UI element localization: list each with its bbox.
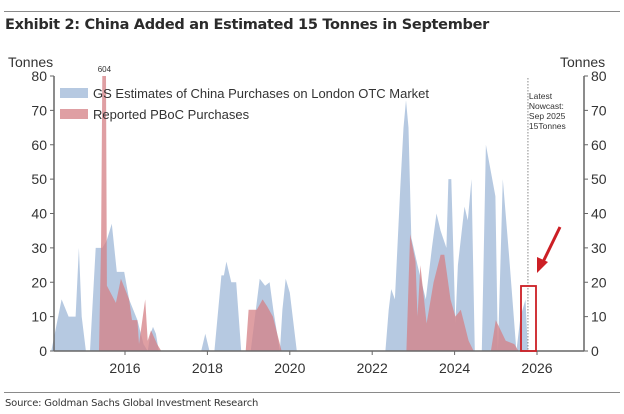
right-tick-label: 50 [591, 171, 607, 187]
x-tick-label: 2022 [357, 360, 388, 376]
nowcast-label: Nowcast: [529, 101, 564, 111]
right-axis-label: Tonnes [560, 54, 605, 70]
left-tick-label: 60 [31, 137, 47, 153]
arrow-head-icon [537, 257, 548, 273]
bottom-rule [4, 392, 620, 393]
x-tick-label: 2024 [439, 360, 470, 376]
spike-value-label: 604 [98, 65, 112, 74]
top-rule [4, 11, 620, 12]
right-tick-label: 20 [591, 274, 607, 290]
left-axis-label: Tonnes [8, 54, 53, 70]
left-tick-label: 0 [39, 343, 47, 359]
x-tick-label: 2020 [274, 360, 305, 376]
right-tick-label: 60 [591, 137, 607, 153]
nowcast-label: Latest [529, 91, 553, 101]
x-tick-label: 2018 [192, 360, 223, 376]
right-tick-label: 10 [591, 309, 607, 325]
left-tick-label: 80 [31, 68, 47, 84]
legend-label-pboc: Reported PBoC Purchases [93, 107, 250, 122]
legend-label-gs: GS Estimates of China Purchases on Londo… [93, 86, 429, 101]
x-tick-label: 2026 [521, 360, 552, 376]
arrow-shaft [541, 226, 562, 263]
left-tick-label: 30 [31, 240, 47, 256]
left-tick-label: 10 [31, 309, 47, 325]
left-tick-label: 20 [31, 274, 47, 290]
series-pboc-area [99, 76, 519, 351]
legend-swatch-gs [60, 88, 88, 98]
right-tick-label: 70 [591, 102, 607, 118]
x-tick-label: 2016 [109, 360, 140, 376]
left-tick-label: 40 [31, 206, 47, 222]
source-note: Source: Goldman Sachs Global Investment … [5, 398, 259, 409]
nowcast-label: 15Tonnes [529, 121, 566, 131]
highlight-box [520, 285, 537, 352]
left-tick-label: 50 [31, 171, 47, 187]
nowcast-label: Sep 2025 [529, 111, 566, 121]
right-tick-label: 40 [591, 206, 607, 222]
legend-swatch-pboc [60, 109, 88, 119]
right-tick-label: 30 [591, 240, 607, 256]
chart-title: Exhibit 2: China Added an Estimated 15 T… [5, 17, 489, 33]
right-tick-label: 0 [591, 343, 599, 359]
left-tick-label: 70 [31, 102, 47, 118]
right-tick-label: 80 [591, 68, 607, 84]
